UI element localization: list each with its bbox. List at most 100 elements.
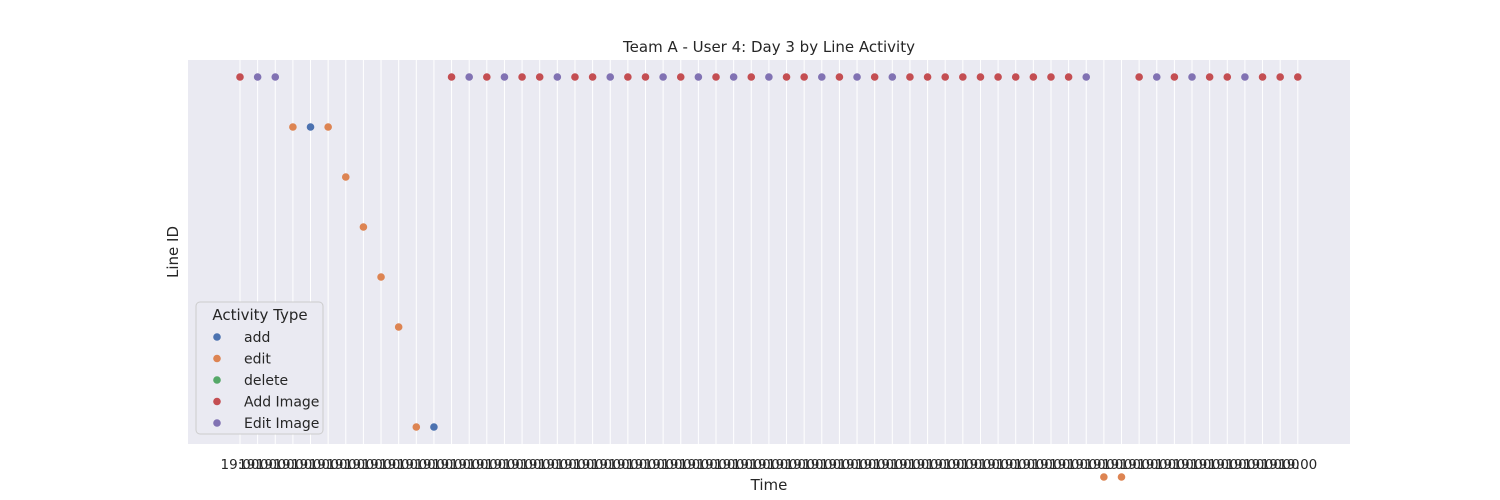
data-point (1152, 73, 1161, 81)
data-point (747, 73, 756, 81)
x-tick-label: 19:00 (661, 457, 700, 473)
data-point (1241, 73, 1249, 81)
data-point (1276, 73, 1284, 81)
x-tick-label: 19:00 (732, 457, 771, 473)
data-point (518, 73, 526, 81)
data-point (712, 73, 720, 81)
x-tick-label: 19:00 (785, 457, 824, 473)
chart-title: Team A - User 4: Day 3 by Line Activity (622, 38, 915, 56)
x-tick-label: 19:00 (961, 457, 1000, 473)
data-point (1294, 73, 1302, 81)
data-point (447, 73, 456, 81)
data-point (1223, 73, 1232, 81)
legend-marker (213, 376, 221, 384)
data-point (588, 73, 597, 81)
x-tick-label: 19:00 (397, 457, 436, 473)
data-point (624, 73, 632, 81)
x-tick-label: 19:00 (749, 457, 788, 473)
data-point (359, 223, 368, 231)
data-point (1135, 73, 1143, 81)
x-tick-label: 19:00 (379, 457, 418, 473)
data-point (1117, 473, 1126, 481)
x-tick-label: 19:00 (503, 457, 542, 473)
data-point (341, 173, 350, 181)
data-point (765, 73, 773, 81)
legend-marker (213, 333, 221, 341)
x-tick-label: 19:00 (1261, 457, 1300, 473)
x-tick-label: 19:00 (1049, 457, 1088, 473)
data-point (306, 123, 315, 131)
data-point (324, 123, 332, 131)
data-point (959, 73, 967, 81)
legend-label: edit (244, 352, 271, 368)
data-point (888, 73, 897, 81)
data-point (553, 73, 562, 81)
x-tick-label: 19:00 (221, 457, 260, 473)
x-tick-label: 19:00 (1173, 457, 1212, 473)
x-tick-label: 19:00 (626, 457, 665, 473)
x-tick-label: 19:00 (309, 457, 348, 473)
x-tick-label: 19:00 (855, 457, 894, 473)
x-axis-label: Time (750, 476, 788, 494)
legend-label: Edit Image (244, 416, 319, 432)
x-tick-label: 19:00 (556, 457, 595, 473)
x-tick-label: 19:00 (1155, 457, 1194, 473)
x-tick-label: 19:00 (873, 457, 912, 473)
legend-label: Add Image (244, 395, 319, 411)
x-tick-label: 19:00 (1243, 457, 1282, 473)
data-point (1064, 73, 1073, 81)
x-tick-label: 19:00 (679, 457, 718, 473)
x-tick-label: 19:00 (414, 457, 453, 473)
data-point (659, 73, 667, 81)
x-tick-label: 19:00 (432, 457, 471, 473)
x-tick-label: 19:00 (1067, 457, 1106, 473)
x-tick-label: 19:00 (767, 457, 806, 473)
data-point (535, 73, 544, 81)
x-tick-label: 19:00 (838, 457, 877, 473)
data-point (236, 73, 244, 81)
data-point (1188, 73, 1196, 81)
data-point (253, 73, 262, 81)
data-point (835, 73, 844, 81)
x-tick-label: 19:00 (1084, 457, 1123, 473)
legend-marker (213, 397, 221, 406)
data-point (430, 423, 438, 431)
data-point (1170, 73, 1179, 81)
data-point (1082, 73, 1091, 81)
legend-marker (213, 419, 221, 427)
x-tick-label: 19:00 (943, 457, 982, 473)
legend-title: Activity Type (212, 306, 307, 324)
data-point (817, 73, 826, 81)
data-point (641, 73, 650, 81)
data-point (483, 73, 491, 81)
x-tick-label: 19:00 (273, 457, 312, 473)
data-point (800, 73, 808, 81)
x-tick-label: 19:00 (1278, 457, 1317, 473)
x-tick-label: 19:00 (996, 457, 1035, 473)
data-point (870, 73, 879, 81)
data-point (1205, 73, 1214, 81)
x-tick-label: 19:00 (238, 457, 277, 473)
legend-box (195, 301, 324, 435)
data-point (941, 73, 949, 81)
data-point (465, 73, 473, 81)
x-tick-label: 19:00 (467, 457, 506, 473)
x-tick-label: 19:00 (697, 457, 736, 473)
x-tick-label: 19:00 (591, 457, 630, 473)
x-tick-label: 19:00 (644, 457, 683, 473)
data-point (571, 73, 579, 81)
x-tick-label: 19:00 (802, 457, 841, 473)
data-point (1258, 73, 1267, 81)
data-point (377, 273, 385, 281)
data-point (271, 73, 280, 81)
x-tick-label: 19:00 (450, 457, 489, 473)
x-tick-label: 19:00 (1225, 457, 1264, 473)
data-point (729, 73, 738, 81)
x-tick-label: 19:00 (926, 457, 965, 473)
data-point (694, 73, 703, 81)
legend-label: add (244, 330, 270, 346)
data-point (676, 73, 685, 81)
x-tick-label: 19:00 (520, 457, 559, 473)
data-point (500, 73, 509, 81)
x-tick-label: 19:00 (1208, 457, 1247, 473)
